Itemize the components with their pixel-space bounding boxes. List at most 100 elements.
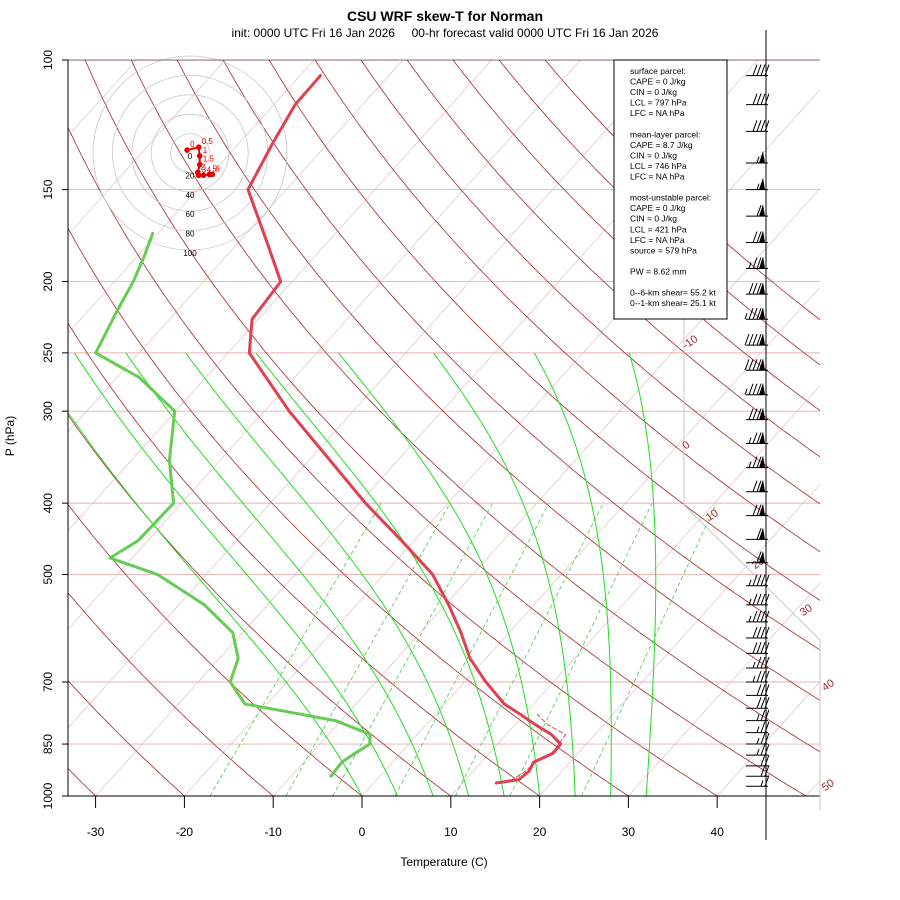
wind-barb <box>746 743 770 756</box>
info-box-line: LFC = NA hPa <box>630 172 685 182</box>
barb-flag <box>760 93 766 105</box>
mixing-ratio-label: 8 <box>452 798 463 811</box>
isotherm-line <box>805 779 820 796</box>
isotherm-line <box>627 582 820 796</box>
y-tick-label: 250 <box>41 343 55 363</box>
barb-half-flag <box>748 262 752 269</box>
x-tick-label: -20 <box>176 825 194 839</box>
dry-adiabat-label: 20 <box>750 555 767 572</box>
barb-flag <box>756 610 762 623</box>
dry-adiabat-label: 10 <box>704 507 721 524</box>
barb-flag <box>764 656 770 669</box>
barb-flag <box>760 642 766 654</box>
barb-half-flag <box>748 598 752 606</box>
hodograph-ring-label: 60 <box>186 210 195 219</box>
barb-pennant <box>759 307 765 320</box>
barb-flag <box>756 93 762 105</box>
isotherm-line <box>361 286 820 796</box>
wind-barb <box>746 765 770 777</box>
y-tick-label: 500 <box>41 564 55 584</box>
hodograph-point <box>184 147 190 153</box>
info-box-line: CAPE = 0 J/kg <box>630 77 686 87</box>
mixing-ratio-label: 3 <box>330 798 341 811</box>
dry-adiabat-label: 50 <box>820 777 837 794</box>
isotherm-line <box>539 483 820 796</box>
dry-adiabat-line <box>406 60 820 458</box>
wind-barb <box>746 721 770 734</box>
wind-barb <box>746 503 768 517</box>
barb-flag <box>752 610 758 623</box>
barb-pennant <box>759 230 765 243</box>
barb-flag <box>756 684 762 696</box>
barb-flag <box>756 231 762 243</box>
dry-adiabat-line <box>68 680 186 796</box>
mixing-ratio-line <box>509 502 653 796</box>
info-box-line: CAPE = 8.7 J/kg <box>630 140 693 150</box>
info-box-line: source = 579 hPa <box>630 245 697 255</box>
wind-barb <box>744 307 768 320</box>
x-tick-label: 10 <box>444 825 458 839</box>
barb-half-flag <box>756 156 760 164</box>
barb-flag <box>764 642 770 654</box>
hodograph-point-label: 5 <box>212 164 217 173</box>
mixing-ratio-line <box>285 502 451 796</box>
info-box-line: CIN = 0 J/kg <box>630 150 677 160</box>
wind-barb <box>746 610 770 623</box>
mixing-ratio-line <box>394 502 550 796</box>
barb-pennant <box>759 282 765 295</box>
wind-barb <box>746 775 770 787</box>
barb-flag <box>752 383 758 395</box>
barb-half-flag <box>748 615 752 623</box>
wind-barb <box>744 358 768 371</box>
barb-flag <box>760 574 766 586</box>
barb-flag <box>752 93 758 105</box>
moist-adiabat-line <box>338 352 541 796</box>
barb-flag <box>756 333 762 346</box>
dry-adiabat-line <box>176 60 820 701</box>
isotherm-line <box>68 60 493 532</box>
barb-flag <box>756 574 762 586</box>
barb-flag <box>752 282 758 295</box>
barb-flag <box>744 359 750 371</box>
y-tick-label: 1000 <box>41 782 55 809</box>
wind-barb <box>746 64 770 77</box>
barb-flag <box>752 626 758 639</box>
y-tick-label: 700 <box>41 672 55 692</box>
barb-flag <box>756 432 762 444</box>
barb-flag <box>756 504 762 516</box>
wind-barb <box>746 230 768 244</box>
barb-flag <box>760 593 766 606</box>
barb-flag <box>752 359 758 371</box>
dry-adiabat-line <box>314 60 820 553</box>
wind-barb <box>746 407 768 421</box>
barb-half-flag <box>748 579 752 586</box>
hodograph-point <box>195 144 202 150</box>
moist-adiabat-line <box>68 411 363 796</box>
wind-barb <box>746 282 768 295</box>
barb-flag <box>756 456 762 468</box>
wind-barb-column <box>744 64 770 787</box>
mixing-ratio-label: 1 <box>207 798 218 811</box>
info-box-line: PW = 8.62 mm <box>630 266 686 276</box>
mixing-ratio-line <box>209 502 382 796</box>
barb-flag <box>756 64 762 76</box>
dry-adiabat-label: 0 <box>680 439 692 452</box>
barb-pennant <box>759 503 765 516</box>
hodograph-ring-label: 100 <box>183 249 197 258</box>
dry-adiabat-line <box>68 503 363 796</box>
barb-half-flag <box>748 461 752 468</box>
wind-barb <box>746 150 768 164</box>
mixing-ratio-label: 2 <box>283 798 294 811</box>
wind-barb <box>746 479 768 493</box>
divider-line <box>683 504 821 641</box>
barb-flag <box>752 593 758 606</box>
barb-flag <box>752 504 758 516</box>
barb-flag <box>756 642 762 654</box>
barb-flag <box>756 204 762 217</box>
barb-flag <box>764 684 770 696</box>
isotherm-line <box>881 26 900 811</box>
wind-barb <box>746 626 770 639</box>
barb-half-flag <box>748 437 752 444</box>
barb-flag <box>748 359 754 371</box>
